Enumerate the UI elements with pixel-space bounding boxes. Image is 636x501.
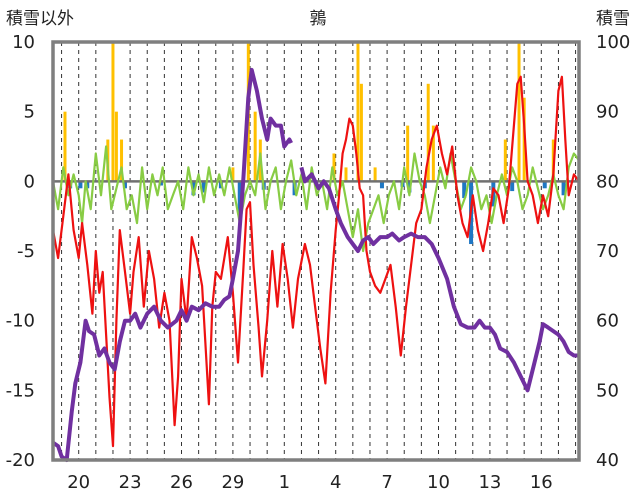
left-tick-label: 0 [24,171,35,192]
precipitation-bar [379,181,384,189]
sunshine-bar [120,139,124,182]
precipitation-bar [78,181,83,189]
temperature-line [51,75,580,448]
left-tick-label: -20 [6,450,35,471]
left-tick-label: -15 [6,380,35,401]
chart-title: 鶉 [310,9,327,29]
right-axis-label: 積雪 [596,9,630,29]
right-tick-label: 50 [596,380,619,401]
precipitation-bar [561,181,566,196]
sunshine-bar [431,125,435,182]
right-tick-label: 60 [596,311,619,332]
sunshine-bar [63,111,67,182]
precipitation-bar [201,181,206,193]
snow-depth-line [51,67,293,462]
sunshine-bar [344,167,348,182]
precipitation-bar [191,181,196,196]
left-tick-label: -10 [6,311,35,332]
sunshine-bar [111,42,115,182]
right-tick-label: 70 [596,241,619,262]
x-tick-label: 7 [381,472,392,493]
x-tick-label: 16 [530,472,553,493]
x-tick-label: 10 [427,472,450,493]
left-tick-label: 5 [24,102,35,123]
right-tick-label: 100 [596,32,630,53]
precipitation-bar [237,181,242,217]
precipitation-bar [158,181,163,186]
x-tick-label: 23 [119,472,142,493]
x-tick-label: 29 [221,472,244,493]
line-series [51,67,580,462]
x-tick-label: 26 [170,472,193,493]
snow-depth-2-line [299,166,579,393]
sunshine-bar [114,111,118,182]
sunshine-bar [359,83,363,182]
precipitation-bar [122,181,127,189]
sunshine-bar [426,83,430,182]
left-tick-label: -5 [17,241,35,262]
sunshine-bar [373,167,377,182]
sunshine-bar [406,125,410,182]
sunshine-bar [356,42,360,182]
x-tick-label: 20 [67,472,90,493]
precipitation-bar [510,181,515,192]
sunshine-bar [253,111,257,182]
sunshine-bar [231,167,235,182]
sunshine-bar [332,153,336,182]
right-tick-label: 40 [596,450,619,471]
x-tick-label: 1 [279,472,290,493]
right-tick-label: 80 [596,171,619,192]
sunshine-bar [503,139,507,182]
x-tick-label: 13 [478,472,501,493]
plot-frame [51,40,581,462]
left-axis-label: 積雪以外 [6,9,74,29]
precipitation-bar [462,181,467,199]
left-tick-label: 10 [12,32,35,53]
x-tick-label: 4 [330,472,341,493]
sunshine-bar [517,42,521,182]
precipitation-bar [542,181,547,189]
right-tick-label: 90 [596,102,619,123]
